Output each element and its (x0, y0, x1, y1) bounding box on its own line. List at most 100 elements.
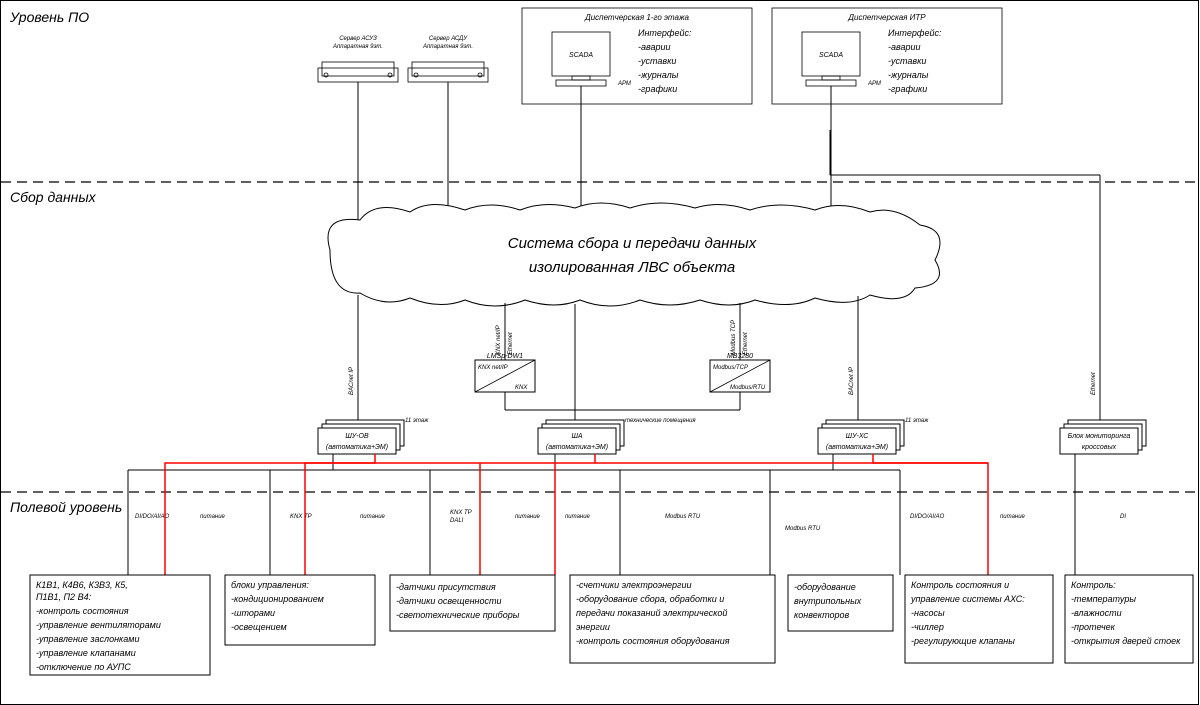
svg-text:-управление вентиляторами: -управление вентиляторами (36, 620, 161, 630)
cab-sha-name: ША (571, 433, 582, 440)
gw-knx-top: KNX net/IP (478, 365, 508, 371)
server-asuz: Сервер АСУЗ Аппаратная 9эт. (318, 36, 398, 82)
svg-text:передачи показаний электрическ: передачи показаний электрической (576, 608, 727, 618)
svg-text:-управление заслонками: -управление заслонками (36, 634, 139, 644)
dispatch2-item3: -графики (888, 84, 927, 94)
lbl-modbus-rtu-2: Modbus RTU (785, 526, 821, 532)
server-asuz-title: Сервер АСУЗ (339, 36, 377, 42)
svg-text:-чиллер: -чиллер (911, 622, 944, 632)
field-box-5: -оборудование внутрипольных конвекторов (788, 575, 893, 631)
svg-text:-оборудование: -оборудование (794, 582, 856, 592)
dispatch2-item2: -журналы (888, 70, 929, 80)
lbl-modbus-tcp: Modbus TCP (731, 320, 737, 355)
server-asuz-sub: Аппаратная 9эт. (332, 44, 383, 50)
server-asdu: Сервер АСДУ Аппаратная 9эт. (408, 36, 488, 82)
cloud-line2: изолированная ЛВС объекта (529, 259, 735, 276)
gw-knx-name: LMSp-DW1 (487, 353, 523, 360)
dispatch2-iface-title: Интерфейс: (888, 28, 942, 38)
svg-text:конвекторов: конвекторов (794, 610, 849, 620)
lbl-ethernet-3: Ethernet (1091, 372, 1097, 395)
svg-text:Контроль:: Контроль: (1071, 580, 1116, 590)
level-data-label: Сбор данных (10, 189, 97, 205)
svg-text:П1В1, П2 В4:: П1В1, П2 В4: (36, 592, 92, 602)
svg-text:-контроль состояния: -контроль состояния (36, 606, 129, 616)
gateway-modbus: MB3280 Modbus/TCP Modbus/RTU (575, 353, 770, 410)
lbl-power-2: питание (360, 514, 386, 520)
svg-text:-влажности: -влажности (1071, 608, 1122, 618)
dispatch1-scada: SCADA (569, 52, 593, 59)
field-box-7: Контроль: -температуры -влажности -проте… (1065, 575, 1193, 663)
field-box-2: блоки управления: -кондиционированием -ш… (225, 575, 375, 645)
lbl-didoaiao-2: DI/DO/AI/AO (910, 514, 945, 520)
lbl-power-4: питание (1000, 514, 1026, 520)
svg-text:внутрипольных: внутрипольных (794, 596, 862, 606)
svg-text:-шторами: -шторами (231, 608, 275, 618)
lbl-power-3b: питание (565, 514, 591, 520)
gw-knx-bottom: KNX (515, 385, 528, 391)
dispatch2-item1: -уставки (888, 56, 926, 66)
dispatch2-scada: SCADA (819, 52, 843, 59)
lbl-knx-net-ip: KNX net/IP (496, 325, 502, 355)
svg-text:-отключение по АУПС: -отключение по АУПС (36, 662, 131, 672)
lbl-knx-tp-dali-b: DALI (450, 518, 464, 524)
dispatch1-arm: АРМ (617, 81, 631, 87)
lbl-ethernet-1: Ethernet (508, 332, 514, 355)
svg-text:управление системы АХС:: управление системы АХС: (910, 594, 1025, 604)
svg-text:энергии: энергии (576, 622, 610, 632)
svg-text:-температуры: -температуры (1071, 594, 1136, 604)
svg-text:-светотехнические приборы: -светотехнические приборы (396, 610, 520, 620)
cabinet-cross: Блок мониторинга кроссовых (1060, 420, 1146, 454)
lbl-power-3: питание (515, 514, 541, 520)
cab-cross-sub: кроссовых (1082, 444, 1117, 451)
gw-mb-bottom: Modbus/RTU (730, 385, 766, 391)
field-box-1: К1В1, К4В6, К3В3, К5, П1В1, П2 В4: -конт… (30, 575, 210, 675)
lbl-modbus-rtu-1: Modbus RTU (665, 514, 701, 520)
cab-sha-sub: (автоматика+ЭМ) (546, 444, 608, 451)
svg-text:-управление клапанами: -управление клапанами (36, 648, 136, 658)
field-box-4: -счетчики электроэнергии -оборудование с… (570, 575, 775, 663)
svg-text:-регулирующие клапаны: -регулирующие клапаны (911, 636, 1015, 646)
lbl-knx-tp-1: KNX TP (290, 514, 312, 520)
svg-text:-контроль состояния оборудован: -контроль состояния оборудования (576, 636, 730, 646)
dispatch-room-2: Диспетчерская ИТР SCADA АРМ Интерфейс: -… (772, 8, 1002, 104)
network-cloud: Система сбора и передачи данных изолиров… (328, 203, 940, 306)
svg-text:блоки управления:: блоки управления: (231, 580, 309, 590)
svg-text:-счетчики электроэнергии: -счетчики электроэнергии (576, 580, 691, 590)
svg-text:-освещением: -освещением (231, 622, 287, 632)
lbl-floor11-2: 11 этаж (905, 418, 929, 424)
dispatch1-item1: -уставки (638, 56, 676, 66)
dispatch2-title: Диспетчерская ИТР (847, 13, 926, 22)
dispatch-room-1: Диспетчерская 1-го этажа SCADA АРМ Интер… (522, 8, 752, 104)
gateway-knx: LMSp-DW1 KNX net/IP KNX (475, 353, 575, 420)
dispatch1-iface-title: Интерфейс: (638, 28, 692, 38)
dispatch2-arm: АРМ (867, 81, 881, 87)
cabinet-shu-ov: 11 этаж ШУ-ОВ (автоматика+ЭМ) (318, 418, 429, 454)
field-box-3: -датчики присутствия -датчики освещеннос… (390, 575, 555, 631)
field-box-6: Контроль состояния и управление системы … (905, 575, 1053, 663)
cabinet-sha: технические помещения ША (автоматика+ЭМ) (538, 418, 696, 454)
dispatch1-item3: -графики (638, 84, 677, 94)
architecture-diagram: Уровень ПО Сбор данных Полевой уровень С… (0, 0, 1200, 705)
svg-text:-оборудование сбора, обработки: -оборудование сбора, обработки и (576, 594, 724, 604)
svg-text:-насосы: -насосы (911, 608, 945, 618)
cab-shuhs-name: ШУ-ХС (846, 433, 870, 440)
lbl-bacnet-ip-1: BACnet IP (349, 367, 355, 395)
lbl-knx-tp-dali-a: KNX TP (450, 510, 472, 516)
cab-shuov-sub: (автоматика+ЭМ) (326, 444, 388, 451)
cab-cross-name: Блок мониторинга (1068, 433, 1131, 440)
svg-text:-кондиционированием: -кондиционированием (231, 594, 324, 604)
dispatch1-title: Диспетчерская 1-го этажа (584, 13, 689, 22)
lbl-floor11-1: 11 этаж (405, 418, 429, 424)
level-software-label: Уровень ПО (9, 9, 89, 25)
server-asdu-sub: Аппаратная 9эт. (422, 44, 473, 50)
server-asdu-title: Сервер АСДУ (429, 36, 468, 42)
svg-text:К1В1, К4В6, К3В3, К5,: К1В1, К4В6, К3В3, К5, (36, 580, 128, 590)
level-field-label: Полевой уровень (10, 499, 122, 515)
svg-text:-протечек: -протечек (1071, 622, 1116, 632)
gw-mb-top: Modbus/TCP (713, 365, 748, 371)
lbl-tech-rooms: технические помещения (625, 418, 696, 424)
lbl-di: DI (1120, 514, 1126, 520)
cloud-line1: Система сбора и передачи данных (508, 235, 757, 252)
svg-text:-датчики присутствия: -датчики присутствия (396, 582, 496, 592)
dispatch1-item0: -аварии (638, 42, 671, 52)
